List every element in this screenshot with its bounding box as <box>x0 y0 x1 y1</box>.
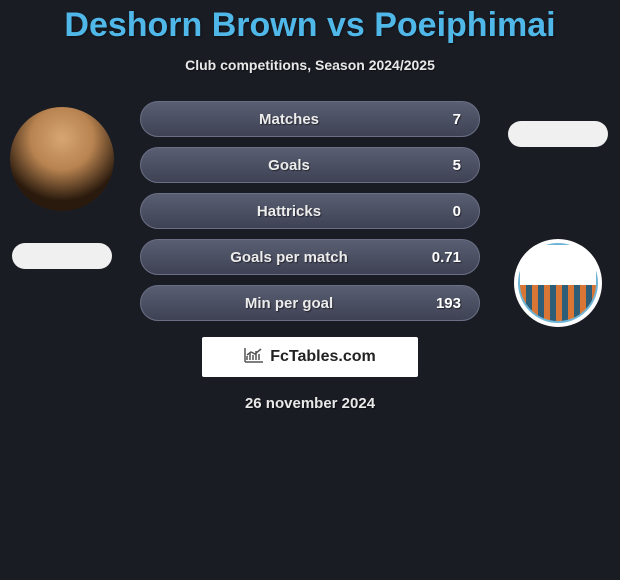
player-right-club-badge <box>514 239 602 327</box>
stat-label: Goals per match <box>155 249 423 266</box>
player-right-flag <box>508 121 608 147</box>
player-left-avatar <box>10 107 114 211</box>
left-column <box>2 101 122 269</box>
stat-value: 7 <box>423 111 461 128</box>
brand-text: FcTables.com <box>270 348 376 366</box>
page-subtitle: Club competitions, Season 2024/2025 <box>0 57 620 73</box>
date-label: 26 november 2024 <box>140 395 480 412</box>
chart-icon <box>244 347 264 368</box>
page-title: Deshorn Brown vs Poeiphimai <box>0 0 620 45</box>
stat-label: Matches <box>155 111 423 128</box>
stat-row-hattricks: Hattricks 0 <box>140 193 480 229</box>
stat-value: 193 <box>423 295 461 312</box>
stat-value: 0.71 <box>423 249 461 266</box>
stat-value: 0 <box>423 203 461 220</box>
brand-box: FcTables.com <box>202 337 418 377</box>
stat-label: Hattricks <box>155 203 423 220</box>
stat-row-min-per-goal: Min per goal 193 <box>140 285 480 321</box>
stat-row-goals: Goals 5 <box>140 147 480 183</box>
main-layout: Matches 7 Goals 5 Hattricks 0 Goals per … <box>0 101 620 412</box>
stat-row-matches: Matches 7 <box>140 101 480 137</box>
stat-label: Goals <box>155 157 423 174</box>
stat-row-goals-per-match: Goals per match 0.71 <box>140 239 480 275</box>
stats-column: Matches 7 Goals 5 Hattricks 0 Goals per … <box>140 101 480 412</box>
player-left-flag <box>12 243 112 269</box>
right-column <box>498 101 618 327</box>
stat-value: 5 <box>423 157 461 174</box>
stat-label: Min per goal <box>155 295 423 312</box>
